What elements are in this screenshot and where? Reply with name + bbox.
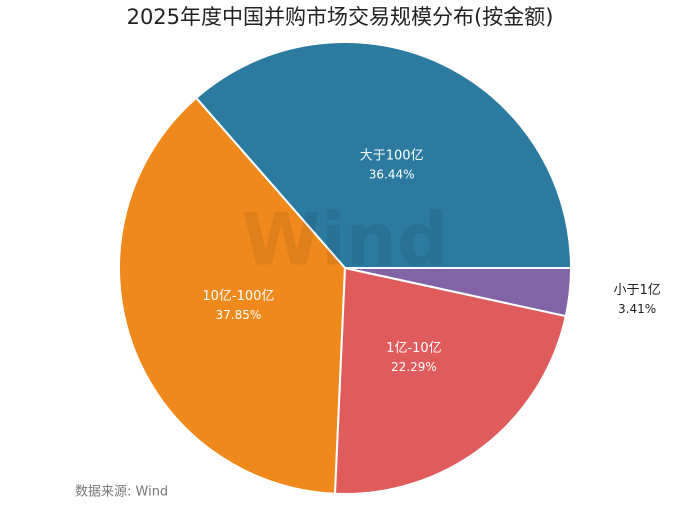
- slice-label: 大于100亿: [360, 149, 424, 164]
- pie-slice: [333, 266, 568, 495]
- slice-label: 小于1亿: [613, 283, 660, 298]
- pie-slice: [118, 96, 347, 495]
- pie: [118, 41, 573, 495]
- slice-value-label: 36.44%: [369, 168, 415, 182]
- watermark: Wind: [242, 198, 449, 282]
- source-note: 数据来源: Wind: [75, 485, 168, 500]
- slice-label: 10亿-100亿: [202, 289, 274, 304]
- slice-label: 1亿-10亿: [386, 341, 442, 356]
- chart-title: 2025年度中国并购市场交易规模分布(按金额): [127, 5, 554, 29]
- slice-value-label: 22.29%: [391, 360, 437, 374]
- pie-slice: [344, 267, 573, 318]
- slice-value-label: 3.41%: [618, 302, 656, 316]
- pie-slice: [194, 41, 573, 269]
- slice-value-label: 37.85%: [215, 308, 261, 322]
